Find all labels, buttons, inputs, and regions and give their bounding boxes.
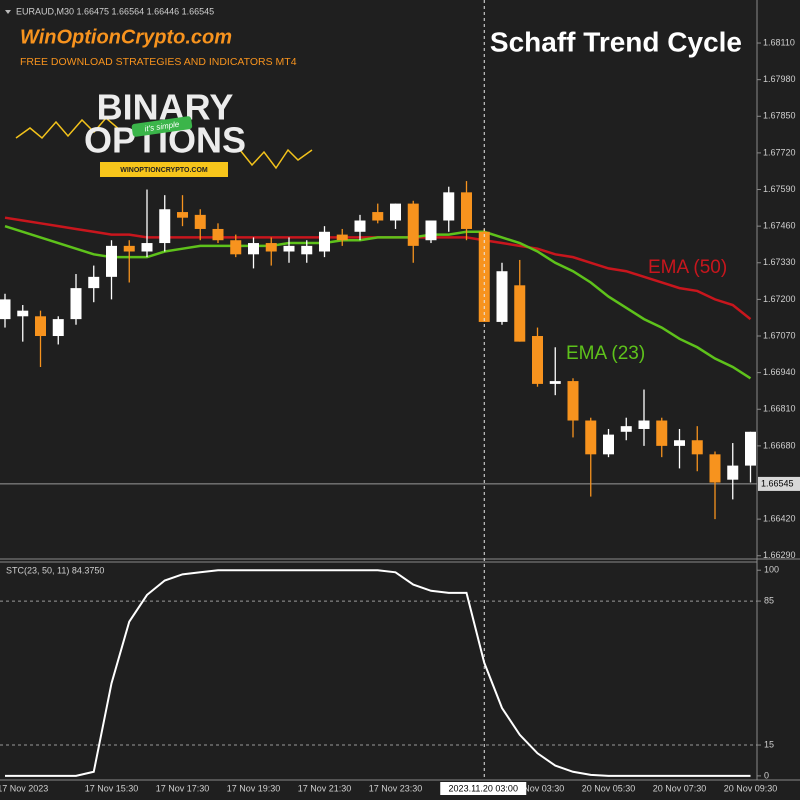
x-tick-label: 20 Nov 09:30 [724,783,778,793]
candle-body [301,245,313,255]
stc-header: STC(23, 50, 11) 84.3750 [6,565,104,575]
logo-url-box [100,162,228,177]
logo-badge [131,116,193,137]
y-tick-label: 1.67460 [763,221,796,231]
candle-body [603,434,614,455]
x-tick-label: 20 Nov 07:30 [653,783,707,793]
candle-body [194,214,206,229]
y-tick-label: 1.67980 [763,74,796,84]
candle-body [319,231,330,252]
candle-body [709,454,721,483]
watermark-tagline: FREE DOWNLOAD STRATEGIES AND INDICATORS … [20,56,297,68]
logo-url: WINOPTIONCRYPTO.COM [120,167,208,174]
candle-body [461,192,472,229]
crosshair-box [440,782,527,795]
candle-body [514,285,526,342]
candle-body [443,192,455,221]
candle-body [123,245,135,252]
candle-body [567,381,579,421]
candle-body [336,234,348,241]
y-tick-label: 100 [764,565,779,575]
candle-body [230,240,242,255]
crosshair-label: 2023.11.20 03:00 [449,783,518,793]
x-tick-label: 17 Nov 21:30 [298,783,352,793]
candle-body [265,243,277,252]
logo-zigzag [15,116,121,140]
menu-arrow [5,10,11,14]
y-tick-label: 1.66810 [763,404,796,414]
chart-title: Schaff Trend Cycle [490,26,742,57]
y-tick-label: 1.68110 [763,37,795,47]
y-tick-label: 0 [764,770,769,780]
y-tick-label: 85 [764,595,774,605]
candle-body [177,212,188,218]
last-price-label: 1.66545 [761,478,794,488]
candle-body [283,245,295,252]
candle-body [70,288,82,320]
candle-body [372,212,384,221]
x-tick-label: 20 Nov 05:30 [582,783,636,793]
candle-body [620,426,632,432]
y-tick-label: 1.67720 [763,147,796,157]
x-tick-label: 17 Nov 2023 [0,783,48,793]
logo-zigzag [239,148,313,170]
candle-body [745,431,756,466]
candle-body [88,276,100,289]
y-tick-label: 1.66290 [763,550,796,560]
y-tick-label: 1.67070 [763,330,796,340]
candle-body [354,220,366,232]
y-tick-label: 1.66680 [763,440,796,450]
y-tick-label: 1.67590 [763,184,796,194]
y-tick-label: 1.66420 [763,513,796,523]
candle-body [549,381,561,384]
candle-body [141,243,153,252]
candle-body [106,245,117,277]
y-tick-label: 15 [764,739,774,749]
logo-badge-group: it's simple [131,116,193,137]
y-tick-label: 1.67200 [763,294,796,304]
candle-body [674,440,685,446]
candle-body [496,271,508,322]
line [5,569,751,777]
candle-body [585,420,597,455]
candle-body [17,310,29,317]
x-tick-label: 20 Nov 03:30 [511,783,565,793]
candle-body [638,420,650,429]
candle-body [0,299,11,320]
x-tick-label: 17 Nov 23:30 [369,783,423,793]
price-header: EURAUD,M30 1.66475 1.66564 1.66446 1.665… [16,6,214,16]
x-tick-label: 17 Nov 19:30 [227,783,281,793]
y-tick-label: 1.67850 [763,111,796,121]
candle-body [407,203,419,246]
candle-body [212,228,224,241]
x-tick-label: 17 Nov 17:30 [156,783,210,793]
watermark-site: WinOptionCrypto.com [20,26,232,48]
candle-body [159,209,171,244]
candle-body [727,465,739,480]
line-label: EMA (23) [566,343,645,364]
candle-body [390,203,401,221]
candle-body [532,336,543,384]
last-price-box [758,476,800,491]
x-tick-label: 17 Nov 15:30 [85,783,139,793]
line-label: EMA (50) [648,257,727,278]
candle-body [691,440,703,455]
candle-body [425,220,437,241]
candle-body [248,243,259,255]
candle-body [52,319,64,337]
y-tick-label: 1.67330 [763,257,796,267]
y-tick-label: 1.66940 [763,367,796,377]
candle-body [656,420,668,446]
candle-body [35,316,46,337]
